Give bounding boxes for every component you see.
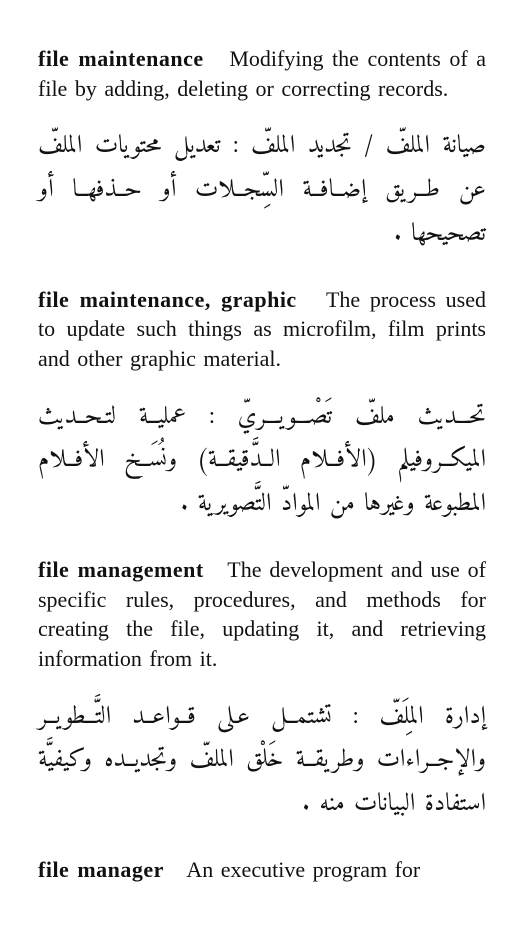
headword: file management: [38, 557, 204, 582]
definition-ar: تحـــديث ملفّ تَصْـــويـــريّ : عمليــة …: [38, 396, 486, 527]
headword: file manager: [38, 857, 164, 882]
entry-english-block: file maintenance Modifying the con­tents…: [38, 44, 486, 103]
entry-english-block: file manager An executive program for: [38, 855, 486, 885]
headword: file maintenance, graphic: [38, 287, 297, 312]
entry-english-block: file management The development and use …: [38, 555, 486, 674]
entry-file-manager: file manager An executive program for: [38, 855, 486, 885]
definition-ar: إدارة المِلَفّ : تشتمــل عـلى قــواعــد …: [38, 696, 486, 827]
entry-file-management: file management The development and use …: [38, 555, 486, 827]
entry-file-maintenance: file maintenance Modifying the con­tents…: [38, 44, 486, 257]
entry-english-block: file maintenance, graphic The pro­cess u…: [38, 285, 486, 374]
definition-en: An executive program for: [186, 857, 420, 882]
headword: file maintenance: [38, 46, 204, 71]
definition-ar: صيانة الملفّ / تجديد الملفّ : تعديل محتو…: [38, 125, 486, 256]
entry-file-maintenance-graphic: file maintenance, graphic The pro­cess u…: [38, 285, 486, 527]
